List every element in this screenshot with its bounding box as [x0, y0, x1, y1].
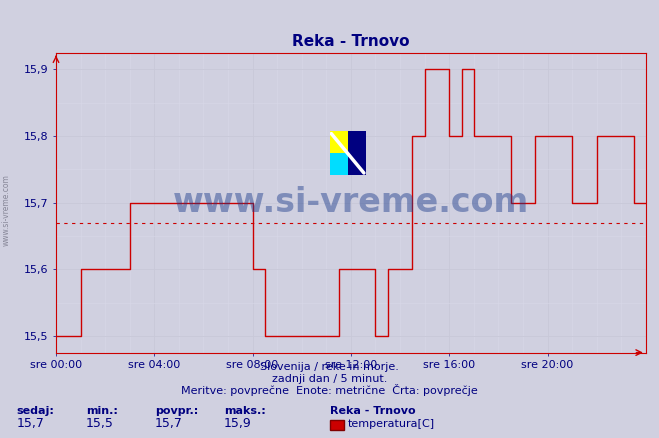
Title: Reka - Trnovo: Reka - Trnovo — [292, 34, 410, 49]
Text: 15,5: 15,5 — [86, 417, 113, 430]
Text: sedaj:: sedaj: — [16, 406, 54, 416]
Text: 15,9: 15,9 — [224, 417, 252, 430]
Text: maks.:: maks.: — [224, 406, 266, 416]
Text: 15,7: 15,7 — [16, 417, 44, 430]
Bar — [330, 153, 348, 175]
Text: www.si-vreme.com: www.si-vreme.com — [2, 174, 11, 246]
Bar — [348, 131, 366, 175]
Text: Reka - Trnovo: Reka - Trnovo — [330, 406, 415, 416]
Text: Meritve: povprečne  Enote: metrične  Črta: povprečje: Meritve: povprečne Enote: metrične Črta:… — [181, 384, 478, 396]
Text: zadnji dan / 5 minut.: zadnji dan / 5 minut. — [272, 374, 387, 384]
Text: temperatura[C]: temperatura[C] — [348, 419, 435, 429]
Text: www.si-vreme.com: www.si-vreme.com — [173, 186, 529, 219]
Text: Slovenija / reke in morje.: Slovenija / reke in morje. — [260, 362, 399, 372]
Text: min.:: min.: — [86, 406, 117, 416]
Text: 15,7: 15,7 — [155, 417, 183, 430]
Bar — [330, 131, 348, 153]
Text: povpr.:: povpr.: — [155, 406, 198, 416]
